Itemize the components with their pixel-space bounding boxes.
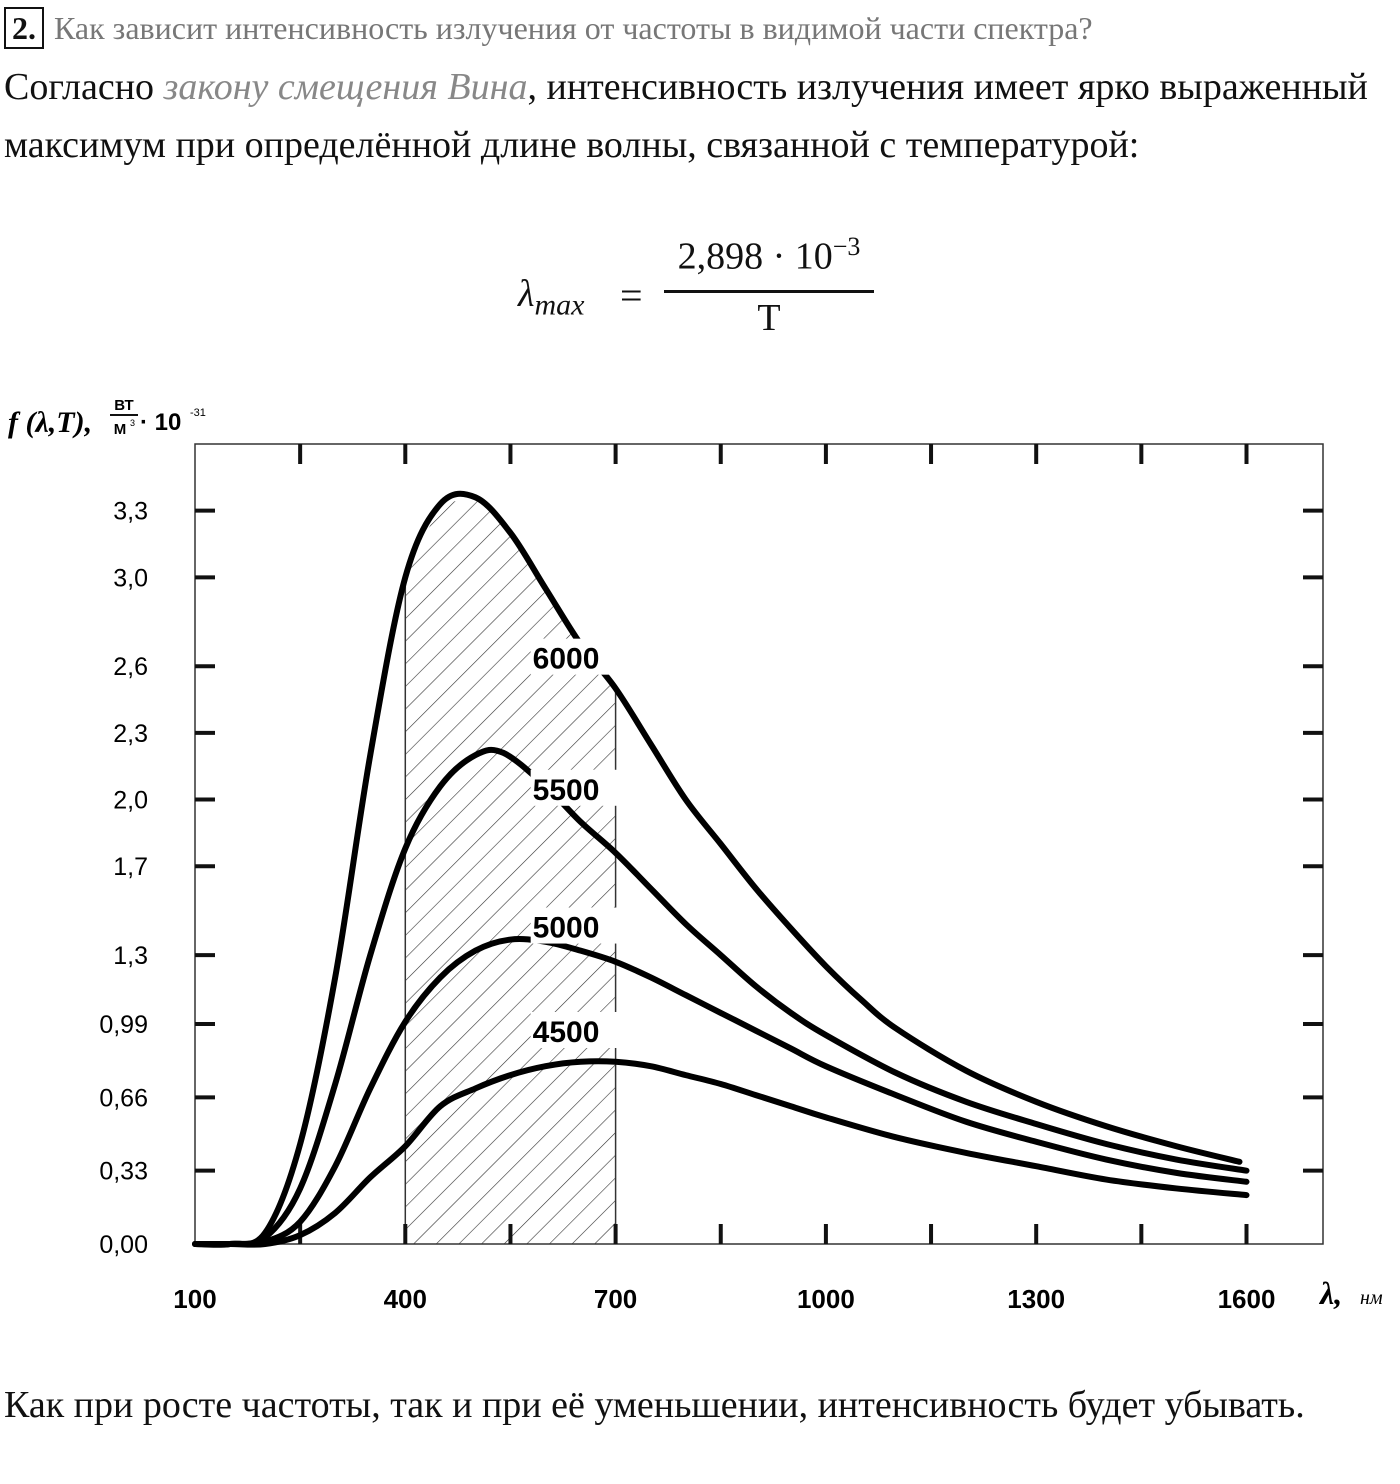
x-tick-label: 1300 [1007,1284,1065,1314]
visible-spectrum-hatch [405,497,616,1244]
series-label-bg [530,769,617,806]
y-tick-label: 2,6 [113,653,148,681]
y-axis-label-mult-exp: -31 [190,407,206,419]
formula-equals: = [620,273,643,318]
y-tick-label: 0,00 [99,1231,148,1259]
y-axis-label-unit-den: М [114,421,127,438]
x-axis-label: λ, нм [1318,1275,1383,1311]
series-line-5500 [192,746,1250,1248]
series-label-bg [530,1012,617,1048]
x-tick-label: 1600 [1218,1284,1276,1314]
planck-chart: f (λ,T), ВТ М 3 · 10 -31 100 400 700 1000 13… [8,397,1383,1314]
series-label-5000: 5000 [533,912,600,945]
axis-ticks-layer [195,444,1323,1244]
y-tick-label: 1,7 [113,853,148,881]
plot-frame-layer [194,443,1324,1245]
series-line-4500 [192,1058,1250,1248]
formula-lambda: λ [518,273,535,315]
x-tick-label: 700 [594,1284,637,1314]
y-tick-label: 2,3 [113,720,148,748]
visible-spectrum-band-layer [404,497,617,1244]
x-tick-label: 100 [173,1284,216,1314]
y-tick-label: 3,3 [113,498,148,526]
y-axis-label-unit-den-exp: 3 [130,418,135,428]
x-axis-label-sym: λ, [1318,1275,1342,1311]
question-line: 2. Как зависит интенсивность излучения о… [4,6,1093,50]
y-axis-label-func: f (λ,T), [8,406,92,439]
y-tick-label: 2,0 [113,787,148,815]
y-tick-label: 0,99 [99,1011,148,1039]
y-axis-label-mult: · 10 [140,409,181,436]
intro-paragraph: Согласно закону смещения Вина, интенсивн… [4,58,1384,174]
y-tick-label: 0,66 [99,1084,148,1112]
series-line-5000 [192,936,1250,1248]
formula-numerator-base: 2,898 · 10 [677,235,833,278]
series-label-bg [530,907,617,944]
x-axis-label-unit: нм [1360,1287,1383,1309]
x-tick-label: 400 [384,1284,427,1314]
y-axis-label-unit-num: ВТ [114,397,133,414]
y-tick-label: 3,0 [113,564,148,592]
formula-lambda-sub: max [534,288,585,322]
formula-numerator-exp: −3 [832,232,861,261]
question-text: Как зависит интенсивность излучения от ч… [54,9,1093,46]
series-label-5500: 5500 [533,774,600,807]
intro-before: Согласно [4,66,164,108]
y-axis-label: f (λ,T), ВТ М 3 · 10 -31 [8,397,206,439]
wien-law-link: закону смещения Вина [163,66,528,108]
y-tick-label: 0,33 [99,1158,148,1186]
conclusion-paragraph: Как при росте частоты, так и при её умен… [4,1384,1305,1426]
question-number: 2. [4,7,44,49]
labels-layer: 100 400 700 1000 1300 1600 0,00 0,33 0,66 0,99 1,3… [99,498,1275,1314]
curves-layer [192,490,1250,1248]
formula-numerator: 2,898 · 10−3 [664,232,874,279]
y-tick-label: 1,3 [113,942,148,970]
series-label-4500: 4500 [533,1016,600,1049]
formula-lhs: λmax [518,272,584,323]
x-tick-label: 1000 [797,1284,855,1314]
fraction-bar [664,290,874,293]
formula-denominator: T [757,297,781,339]
plot-frame [194,443,1324,1245]
intro-after: , интенсивность излучения имеет ярко выр… [4,66,1368,166]
series-label-bg [530,638,617,675]
series-label-6000: 6000 [533,643,600,676]
